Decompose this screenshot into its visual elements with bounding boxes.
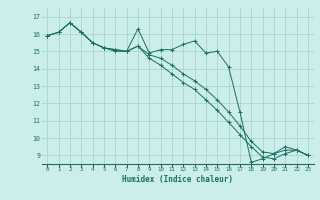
X-axis label: Humidex (Indice chaleur): Humidex (Indice chaleur) bbox=[122, 175, 233, 184]
